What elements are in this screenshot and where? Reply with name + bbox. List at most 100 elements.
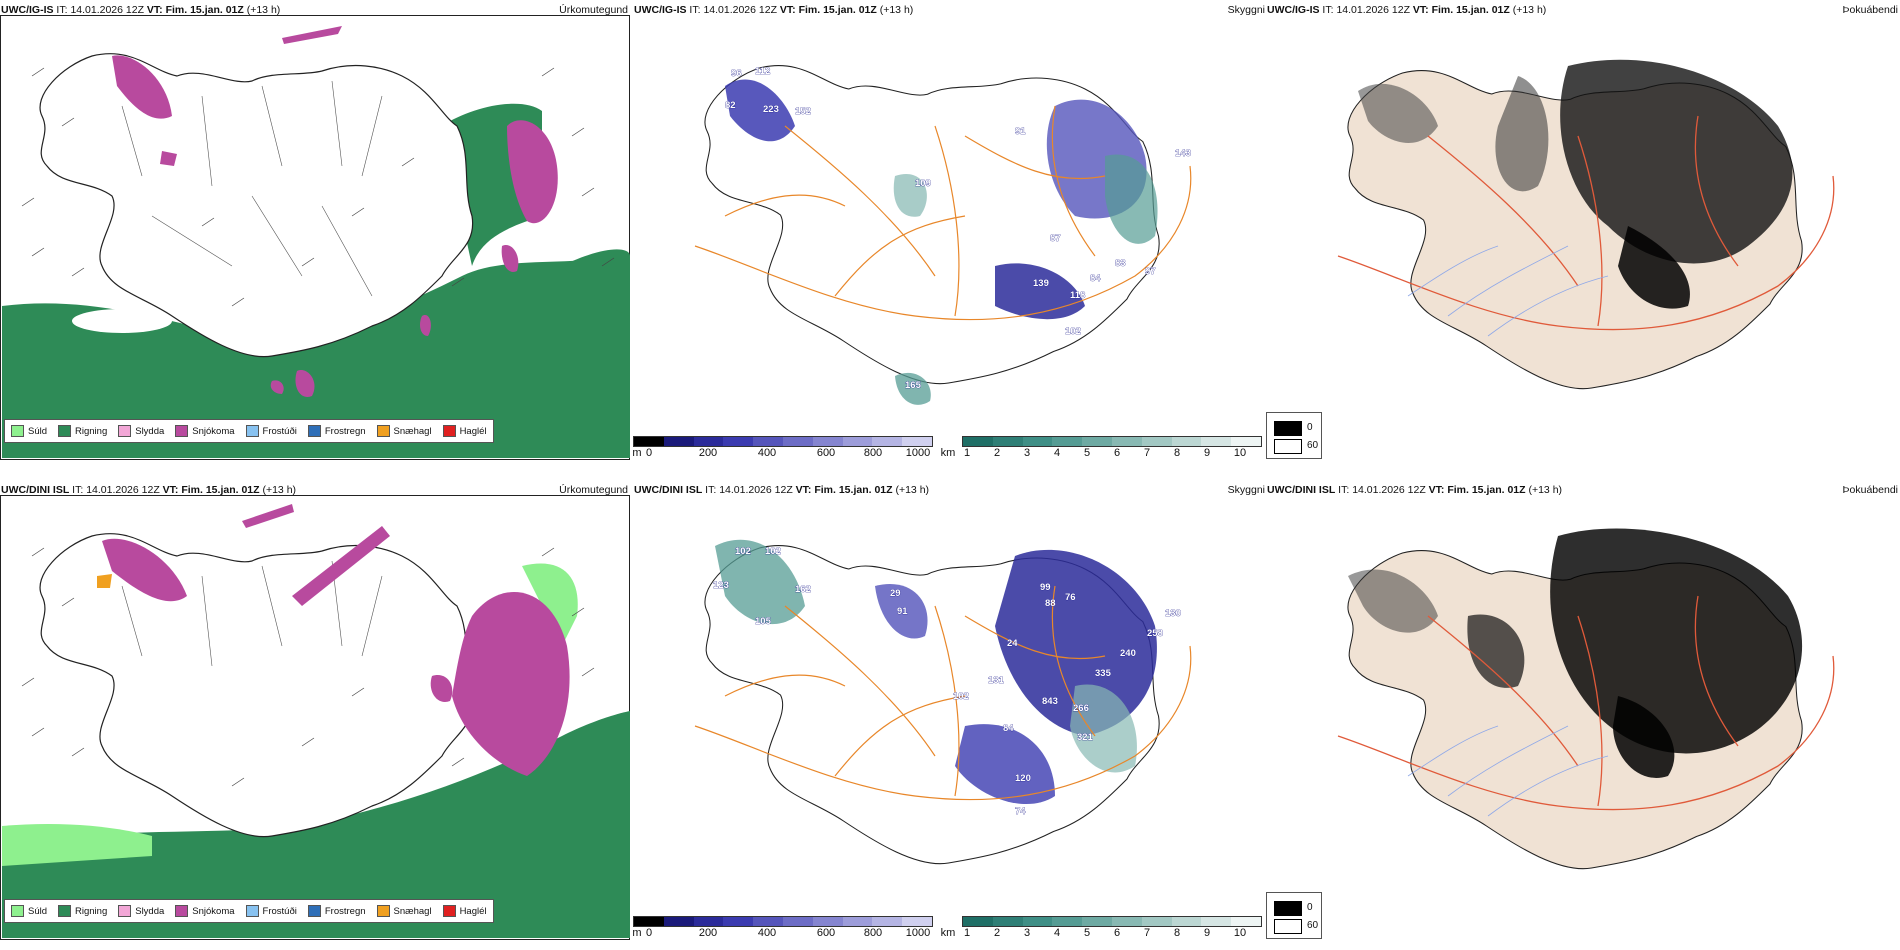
tick-label: 6: [1113, 927, 1121, 939]
value-label: 118: [1070, 290, 1085, 301]
colorbar-unit: km: [940, 447, 956, 459]
panel-title: UWC/IG-IS IT: 14.01.2026 12Z VT: Fim. 15…: [1267, 4, 1547, 16]
tick-label: 8: [1173, 447, 1181, 459]
value-label: 266: [1073, 703, 1089, 714]
fog-map: [1337, 59, 1835, 390]
tick-label: 8: [1173, 927, 1181, 939]
value-label: 152: [795, 106, 811, 117]
snow-area-east: [507, 120, 558, 224]
cloud-panel-bottom: UWC/DINI ISL IT: 14.01.2026 12Z VT: Fim.…: [633, 480, 1265, 950]
river-network: [1407, 245, 1609, 337]
low-cloud-area: [955, 724, 1055, 805]
wind-barbs: [21, 547, 595, 787]
fog-scale-swatch-low: [1274, 439, 1302, 454]
value-label: 99: [1040, 582, 1051, 593]
snow-patch: [295, 370, 315, 397]
value-label: 123: [713, 580, 729, 591]
legend-item: Haglél: [442, 905, 487, 917]
value-label: 102: [1065, 326, 1081, 337]
low-cloud-area: [725, 79, 795, 142]
legend-item: Slydda: [118, 905, 164, 917]
panel-title: UWC/IG-IS IT: 14.01.2026 12Z VT: Fim. 15…: [1, 4, 281, 16]
precip-map: [2, 26, 630, 458]
legend-item: Súld: [11, 905, 47, 917]
value-label: 74: [1015, 806, 1026, 817]
tick-label: 1: [963, 927, 971, 939]
fog-scale-swatch-high: [1274, 421, 1302, 436]
panel-type-label: Þokuábendi: [1842, 484, 1898, 496]
legend-item: Snjókoma: [175, 905, 235, 917]
value-label: 29: [890, 588, 901, 599]
snow-patch: [420, 315, 431, 336]
value-label: 76: [1065, 592, 1076, 603]
tick-label: 800: [863, 927, 883, 939]
panel-type-label: Skyggni: [1227, 4, 1265, 16]
precip-map: [2, 504, 630, 938]
rain-area-se: [562, 249, 630, 316]
visibility-area: [893, 174, 927, 217]
legend-item: Rigning: [58, 905, 107, 917]
tick-label: 5: [1083, 447, 1091, 459]
tick-label: 1: [963, 447, 971, 459]
tick-label: 200: [698, 927, 718, 939]
fog-scale-label: 60: [1307, 920, 1319, 931]
value-label: 258: [1147, 628, 1163, 639]
precip-legend: Súld Rigning Slydda Snjókoma Frostúði Fr…: [4, 899, 494, 923]
drizzle-area: [2, 824, 152, 866]
value-label: 335: [1095, 668, 1112, 679]
cloud-panel-top: UWC/IG-IS IT: 14.01.2026 12Z VT: Fim. 15…: [633, 0, 1265, 470]
tick-label: 0: [645, 447, 653, 459]
tick-label: 6: [1113, 447, 1121, 459]
panel-type-label: Úrkomutegund: [559, 484, 628, 496]
snow-patch: [501, 245, 519, 272]
legend-item: Frostúði: [245, 425, 297, 437]
panel-title: UWC/DINI ISL IT: 14.01.2026 12Z VT: Fim.…: [634, 484, 930, 496]
visibility-area: [715, 539, 805, 625]
panel-title: UWC/IG-IS IT: 14.01.2026 12Z VT: Fim. 15…: [634, 4, 914, 16]
cloud-map: 102 102 123 162 29 91 105 99 76 88 24 13…: [694, 539, 1192, 865]
value-label: 97: [1145, 266, 1156, 277]
value-label: 843: [1042, 696, 1058, 707]
visibility-area: [1105, 154, 1158, 244]
fog-area: [1613, 696, 1675, 778]
tick-label: 9: [1203, 927, 1211, 939]
colorbar-unit: km: [940, 927, 956, 939]
road-network: [694, 105, 1192, 321]
panel-type-label: Þokuábendi: [1842, 4, 1898, 16]
drizzle-area: [522, 563, 578, 646]
legend-item: Frostregn: [307, 905, 366, 917]
fog-scale-swatch-low: [1274, 919, 1302, 934]
visibility-colorbar: km 1 2 3 4 5 6 7 8 9 10: [940, 916, 1266, 944]
fog-area: [1348, 569, 1438, 633]
tick-label: 3: [1023, 927, 1031, 939]
low-cloud-area: [875, 584, 928, 639]
value-label: 112: [755, 66, 770, 77]
tick-label: 10: [1233, 927, 1247, 939]
tick-label: 600: [816, 927, 836, 939]
tick-label: 1000: [905, 447, 931, 459]
visibility-colorbar: km 1 2 3 4 5 6 7 8 9 10: [940, 436, 1266, 464]
value-label: 162: [795, 584, 811, 595]
panel-type-label: Skyggni: [1227, 484, 1265, 496]
tick-label: 7: [1143, 447, 1151, 459]
value-label: 139: [1033, 278, 1049, 289]
low-cloud-area: [995, 263, 1085, 320]
fog-panel-top: UWC/IG-IS IT: 14.01.2026 12Z VT: Fim. 15…: [1266, 0, 1898, 470]
panel-title: UWC/DINI ISL IT: 14.01.2026 12Z VT: Fim.…: [1, 484, 297, 496]
legend-item: Frostúði: [245, 905, 297, 917]
rain-area: [2, 256, 630, 458]
precip-legend: Súld Rigning Slydda Snjókoma Frostúði Fr…: [4, 419, 494, 443]
fog-scale-label: 60: [1307, 440, 1319, 451]
colorbar-unit: m: [632, 927, 642, 939]
fog-scale-box: 0 60: [1266, 892, 1322, 939]
value-label: 82: [725, 100, 736, 111]
value-label: 120: [1015, 773, 1031, 784]
visibility-area: [895, 372, 931, 405]
value-label: 84: [1003, 723, 1014, 734]
terrain-contours: [121, 80, 383, 297]
terrain-contours: [121, 560, 383, 667]
tick-label: 400: [757, 927, 777, 939]
value-label: 83: [1115, 258, 1126, 269]
fog-scale-label: 0: [1307, 902, 1313, 913]
tick-label: 400: [757, 447, 777, 459]
